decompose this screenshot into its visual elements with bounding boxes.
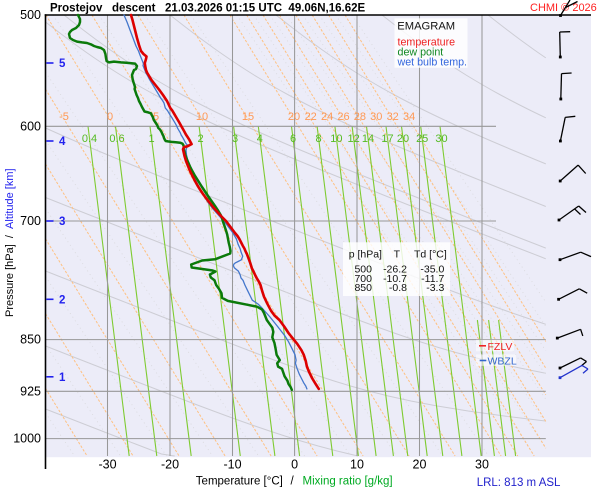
svg-text:FZLV: FZLV bbox=[488, 341, 513, 353]
svg-text:10: 10 bbox=[196, 111, 208, 123]
svg-text:Pressure [hPa] / Altitude [k: Pressure [hPa] / Altitude [km] bbox=[4, 168, 16, 317]
svg-text:0.6: 0.6 bbox=[109, 133, 124, 145]
svg-text:24: 24 bbox=[321, 111, 333, 123]
svg-text:-26.2: -26.2 bbox=[383, 263, 407, 275]
svg-text:Mixing ratio [g/kg]: Mixing ratio [g/kg] bbox=[303, 476, 393, 488]
svg-text:0: 0 bbox=[107, 111, 113, 123]
svg-text:600: 600 bbox=[20, 119, 41, 133]
svg-text:-11.7: -11.7 bbox=[421, 273, 444, 285]
svg-text:32: 32 bbox=[387, 111, 399, 123]
svg-text:25: 25 bbox=[416, 133, 428, 145]
svg-text:WBZL: WBZL bbox=[488, 355, 517, 367]
svg-text:30: 30 bbox=[370, 111, 382, 123]
svg-text:0: 0 bbox=[291, 458, 298, 472]
svg-text:-10.7: -10.7 bbox=[383, 273, 407, 285]
svg-text:Prostejov descent 21.03.20: Prostejov descent 21.03.2026 01:15 UTC 4… bbox=[50, 3, 365, 15]
svg-text:15: 15 bbox=[242, 111, 254, 123]
svg-text:17: 17 bbox=[381, 133, 393, 145]
svg-text:LRL: 813 m ASL: LRL: 813 m ASL bbox=[477, 477, 561, 489]
svg-text:925: 925 bbox=[20, 384, 41, 398]
svg-text:30: 30 bbox=[435, 133, 447, 145]
svg-text:Td [°C]: Td [°C] bbox=[414, 248, 447, 260]
svg-text:-10: -10 bbox=[223, 458, 241, 472]
svg-text:5: 5 bbox=[153, 111, 159, 123]
svg-text:20: 20 bbox=[288, 111, 300, 123]
svg-text:CHMI © 2026: CHMI © 2026 bbox=[530, 2, 597, 14]
svg-text:5: 5 bbox=[59, 58, 66, 70]
svg-text:14: 14 bbox=[362, 133, 374, 145]
svg-text:26: 26 bbox=[337, 111, 349, 123]
svg-text:temperature: temperature bbox=[398, 37, 456, 49]
svg-text:p [hPa]: p [hPa] bbox=[349, 248, 382, 260]
svg-text:20: 20 bbox=[397, 133, 409, 145]
svg-text:-35.0: -35.0 bbox=[420, 263, 444, 275]
svg-text:34: 34 bbox=[403, 111, 415, 123]
svg-text:22: 22 bbox=[305, 111, 317, 123]
svg-text:/: / bbox=[291, 476, 295, 488]
svg-text:Temperature [°C]: Temperature [°C] bbox=[196, 476, 283, 488]
svg-text:6: 6 bbox=[290, 133, 296, 145]
svg-text:3: 3 bbox=[232, 133, 238, 145]
svg-text:1000: 1000 bbox=[13, 432, 41, 446]
svg-text:30: 30 bbox=[475, 458, 489, 472]
svg-text:2: 2 bbox=[59, 294, 65, 306]
svg-text:20: 20 bbox=[413, 458, 427, 472]
svg-text:-0.8: -0.8 bbox=[389, 282, 407, 294]
svg-text:4: 4 bbox=[257, 133, 263, 145]
svg-text:500: 500 bbox=[20, 8, 41, 22]
svg-text:-30: -30 bbox=[98, 458, 116, 472]
svg-text:EMAGRAM: EMAGRAM bbox=[397, 21, 455, 33]
svg-text:1: 1 bbox=[148, 133, 154, 145]
svg-text:1: 1 bbox=[59, 372, 66, 384]
svg-text:0.4: 0.4 bbox=[82, 133, 97, 145]
svg-text:dew point: dew point bbox=[398, 47, 444, 59]
svg-text:-20: -20 bbox=[161, 458, 179, 472]
svg-text:700: 700 bbox=[20, 214, 41, 228]
svg-text:12: 12 bbox=[347, 133, 359, 145]
svg-text:T: T bbox=[394, 248, 401, 260]
svg-text:4: 4 bbox=[59, 136, 66, 148]
svg-text:850: 850 bbox=[354, 282, 372, 294]
svg-text:8: 8 bbox=[316, 133, 322, 145]
svg-text:10: 10 bbox=[350, 458, 364, 472]
svg-text:10: 10 bbox=[330, 133, 342, 145]
svg-text:700: 700 bbox=[354, 273, 372, 285]
svg-text:500: 500 bbox=[354, 263, 372, 275]
svg-text:3: 3 bbox=[59, 216, 65, 228]
svg-text:28: 28 bbox=[354, 111, 366, 123]
svg-text:2: 2 bbox=[198, 133, 204, 145]
svg-text:-5: -5 bbox=[59, 111, 69, 123]
svg-text:850: 850 bbox=[20, 333, 41, 347]
svg-text:-3.3: -3.3 bbox=[426, 282, 444, 294]
svg-text:wet bulb temp.: wet bulb temp. bbox=[397, 56, 468, 68]
